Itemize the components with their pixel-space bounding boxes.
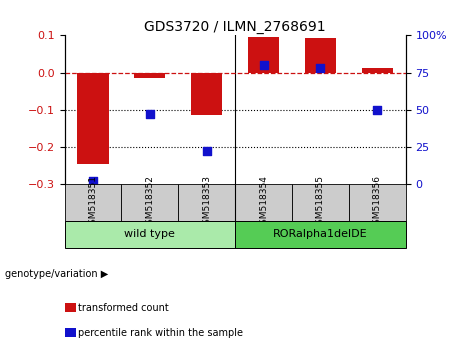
Bar xyxy=(235,221,406,248)
Bar xyxy=(248,36,279,73)
Bar xyxy=(191,73,222,115)
Point xyxy=(260,62,267,68)
Bar xyxy=(349,184,406,221)
Text: transformed count: transformed count xyxy=(78,303,169,313)
Text: RORalpha1delDE: RORalpha1delDE xyxy=(273,229,368,239)
Text: percentile rank within the sample: percentile rank within the sample xyxy=(78,328,243,338)
Point xyxy=(146,111,154,117)
Bar xyxy=(77,73,109,164)
Title: GDS3720 / ILMN_2768691: GDS3720 / ILMN_2768691 xyxy=(144,21,326,34)
Point xyxy=(373,107,381,113)
Bar xyxy=(65,221,235,248)
Bar xyxy=(134,73,165,78)
Text: GSM518356: GSM518356 xyxy=(373,175,382,230)
Bar xyxy=(305,38,336,73)
Bar xyxy=(178,184,235,221)
Point xyxy=(203,148,210,154)
Text: GSM518353: GSM518353 xyxy=(202,175,211,230)
Text: GSM518355: GSM518355 xyxy=(316,175,325,230)
Text: wild type: wild type xyxy=(124,229,175,239)
Text: GSM518351: GSM518351 xyxy=(89,175,97,230)
Bar xyxy=(235,184,292,221)
Point xyxy=(89,178,97,184)
Text: GSM518352: GSM518352 xyxy=(145,175,154,230)
Text: genotype/variation ▶: genotype/variation ▶ xyxy=(5,269,108,279)
Bar xyxy=(292,184,349,221)
Text: GSM518354: GSM518354 xyxy=(259,175,268,230)
Point xyxy=(317,65,324,71)
Bar xyxy=(361,68,393,73)
Bar xyxy=(121,184,178,221)
Bar xyxy=(65,184,121,221)
